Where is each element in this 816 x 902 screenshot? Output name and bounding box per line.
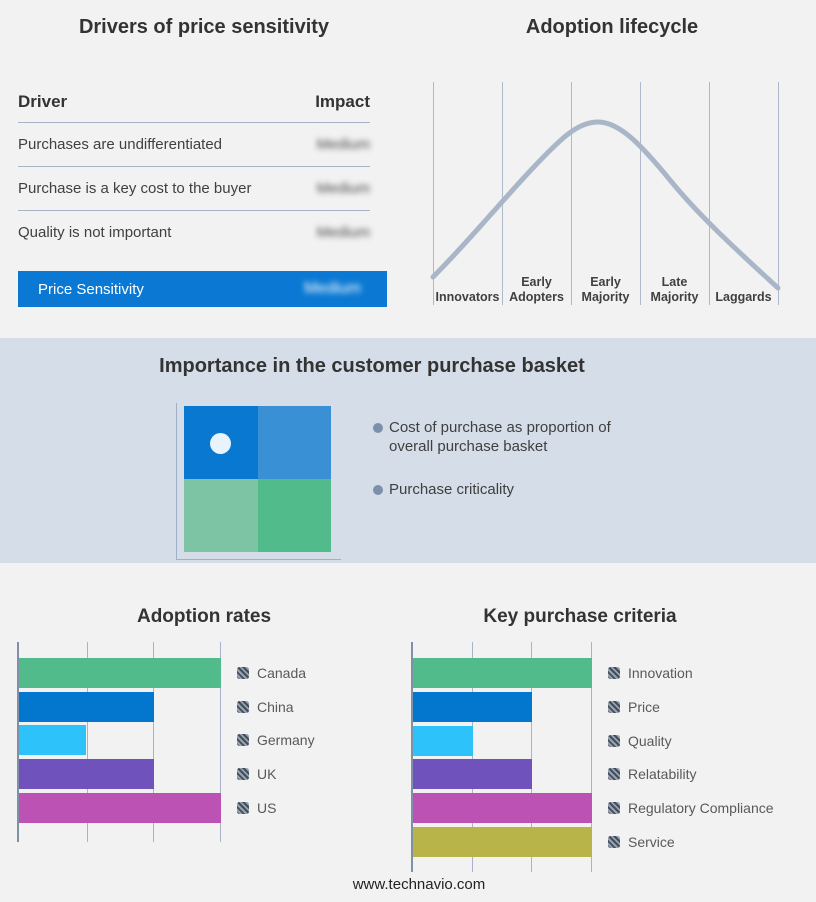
legend-label: Quality <box>628 732 672 749</box>
impact-cell-blurred: Medium <box>316 180 370 197</box>
legend-label: Service <box>628 834 675 850</box>
stage-label-early-adopters: Early Adopters <box>509 275 564 304</box>
bar-canada <box>19 658 221 688</box>
bullet-text: Purchase criticality <box>389 481 515 499</box>
basket-band <box>0 338 816 563</box>
chart-y-axis <box>411 642 413 872</box>
bar-regulatory-compliance <box>413 793 593 824</box>
legend-label: US <box>257 799 277 816</box>
driver-column-header: Driver <box>18 92 68 111</box>
chart-gridline <box>153 642 154 842</box>
bar-germany <box>19 725 87 756</box>
chart-gridline <box>87 642 88 842</box>
lifecycle-gridline <box>709 82 710 305</box>
chart-y-axis <box>17 642 19 842</box>
bar-innovation <box>413 658 593 688</box>
quadrant-y-axis <box>176 403 177 560</box>
drivers-panel-title: Drivers of price sensitivity <box>78 16 330 38</box>
legend-label: Canada <box>257 665 307 681</box>
basket-panel-title: Importance in the customer purchase bask… <box>159 355 585 377</box>
list-item: Purchase criticality <box>373 480 643 499</box>
bell-curve <box>430 119 781 291</box>
purchase-basket-quadrant <box>184 406 331 552</box>
legend-swatch-icon <box>237 667 249 679</box>
list-item: Cost of purchase as proportion of overal… <box>373 418 643 456</box>
lifecycle-gridline <box>640 82 641 305</box>
key-criteria-title: Key purchase criteria <box>483 606 677 627</box>
stage-label-innovators: Innovators <box>435 289 500 304</box>
lifecycle-gridline <box>778 82 779 305</box>
legend-swatch-icon <box>237 801 249 814</box>
price-sensitivity-label: Price Sensitivity <box>38 280 144 298</box>
impact-cell-blurred: Medium <box>316 224 370 241</box>
lifecycle-panel-title: Adoption lifecycle <box>525 16 699 38</box>
impact-cell-blurred: Medium <box>316 136 370 153</box>
legend-swatch-icon <box>608 836 620 848</box>
bullet-icon <box>373 423 383 433</box>
price-sensitivity-impact-blurred: Medium <box>304 280 361 297</box>
legend-swatch-icon <box>237 700 249 713</box>
legend-label: Innovation <box>628 665 693 681</box>
legend-swatch-icon <box>608 768 620 781</box>
legend-swatch-icon <box>237 768 249 781</box>
basket-bullet-list: Cost of purchase as proportion of overal… <box>373 418 643 523</box>
legend-swatch-icon <box>237 734 249 747</box>
legend-swatch-icon <box>608 700 620 713</box>
legend-swatch-icon <box>608 802 620 815</box>
lifecycle-gridline <box>433 82 434 305</box>
bullet-icon <box>373 485 383 496</box>
bar-uk <box>19 759 154 790</box>
price-sensitivity-highlight-bar: Price Sensitivity Medium <box>18 271 387 307</box>
legend-label: Price <box>628 698 660 715</box>
legend-label: UK <box>257 766 277 783</box>
legend-label: Regulatory Compliance <box>628 800 774 817</box>
stage-label-early-majority: Early Majority <box>581 275 630 304</box>
chart-gridline <box>472 642 473 872</box>
legend-swatch-icon <box>608 667 620 679</box>
legend-swatch-icon <box>608 734 620 747</box>
adoption-rates-title: Adoption rates <box>136 606 272 627</box>
driver-cell: Purchase is a key cost to the buyer <box>18 180 252 197</box>
stage-label-late-majority: Late Majority <box>650 275 699 304</box>
bar-relatability <box>413 759 533 790</box>
table-row: Purchase is a key cost to the buyer Medi… <box>18 167 370 211</box>
stage-label-laggards: Laggards <box>715 289 772 304</box>
bar-china <box>19 691 154 722</box>
drivers-table: Driver Impact Purchases are undifferenti… <box>18 88 370 254</box>
bar-quality <box>413 725 473 756</box>
website-url: www.technavio.com <box>352 876 486 893</box>
bar-service <box>413 827 593 857</box>
chart-gridline <box>591 642 592 872</box>
bullet-text: Cost of purchase as proportion of overal… <box>389 419 611 456</box>
table-row: Quality is not important Medium <box>18 211 370 254</box>
quadrant-cell-bottom-left <box>184 479 258 552</box>
table-row: Purchases are undifferentiated Medium <box>18 123 370 167</box>
legend-label: Germany <box>257 732 315 749</box>
bar-price <box>413 691 533 722</box>
impact-column-header: Impact <box>315 92 370 111</box>
quadrant-cell-top-right <box>257 406 331 479</box>
quadrant-x-axis <box>176 559 341 560</box>
bar-us <box>19 792 221 823</box>
legend-label: China <box>257 698 294 715</box>
lifecycle-gridline <box>502 82 503 305</box>
driver-cell: Purchases are undifferentiated <box>18 136 223 153</box>
quadrant-cell-bottom-right <box>257 479 331 552</box>
chart-gridline <box>531 642 532 872</box>
legend-label: Relatability <box>628 766 697 783</box>
lifecycle-gridline <box>571 82 572 305</box>
drivers-table-header: Driver Impact <box>18 88 370 123</box>
chart-gridline <box>220 642 221 842</box>
position-dot <box>210 433 231 454</box>
driver-cell: Quality is not important <box>18 224 172 241</box>
